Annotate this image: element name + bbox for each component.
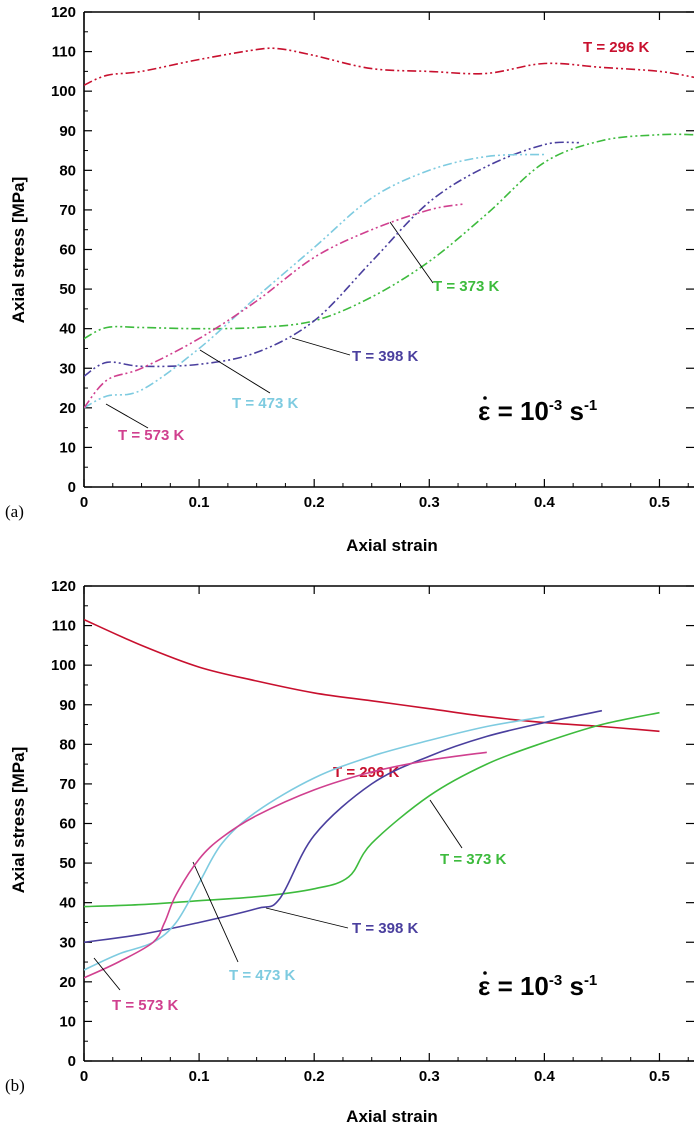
y-tick-label: 40: [59, 895, 76, 912]
series-label-296k: T = 296 K: [583, 39, 649, 56]
y-tick-label: 60: [59, 242, 76, 259]
series-label-473k: T = 473 K: [232, 395, 298, 412]
series-label-373k: T = 373 K: [440, 851, 506, 868]
y-axis-title: Axial stress [MPa]: [9, 747, 28, 893]
x-tick-label: 0.4: [534, 1068, 556, 1085]
strain-rate-unit-exp: -1: [584, 972, 597, 989]
x-tick-label: 0.1: [189, 1068, 210, 1085]
y-tick-label: 70: [59, 776, 76, 793]
y-tick-label: 110: [52, 44, 76, 61]
leader-line-398k: [265, 907, 349, 929]
series-line-296k: [84, 618, 660, 733]
series-label-398k: T = 398 K: [352, 348, 418, 365]
strain-rate-eq: = 10: [490, 396, 549, 426]
leader-line-373k: [389, 221, 434, 284]
y-axis-title: Axial stress [MPa]: [9, 177, 28, 323]
series-line-573k: [84, 203, 464, 409]
strain-rate-unit: s: [562, 396, 584, 426]
y-tick-label: 40: [59, 321, 76, 338]
leader-line-473k: [192, 861, 239, 963]
x-tick-label: 0.5: [649, 494, 670, 511]
series-label-373k: T = 373 K: [433, 278, 499, 295]
y-tick-label: 120: [51, 4, 76, 21]
x-tick-label: 0.3: [419, 1068, 440, 1085]
leader-line-473k: [199, 349, 271, 394]
strain-rate-eq: = 10: [490, 971, 549, 1001]
strain-rate-dot: [483, 396, 487, 400]
series-label-398k: T = 398 K: [352, 920, 418, 937]
series-line-573k: [84, 751, 487, 979]
strain-rate-dot: [483, 971, 487, 975]
y-tick-label: 80: [59, 736, 76, 753]
series-line-398k: [84, 709, 603, 944]
y-tick-label: 110: [52, 618, 76, 635]
y-tick-label: 30: [59, 360, 76, 377]
series-line-373k: [84, 133, 694, 340]
y-tick-label: 20: [59, 974, 76, 991]
leader-line-373k: [429, 799, 463, 849]
x-tick-label: 0.2: [304, 494, 325, 511]
y-tick-label: 100: [51, 657, 76, 674]
strain-rate-exp: -3: [549, 972, 562, 989]
y-tick-label: 20: [59, 400, 76, 417]
x-tick-label: 0: [80, 494, 88, 511]
y-tick-label: 70: [59, 202, 76, 219]
strain-rate-label: ε = 10-3 s-1: [478, 971, 597, 1001]
y-tick-label: 80: [59, 162, 76, 179]
series-line-398k: [84, 141, 579, 377]
x-tick-label: 0.5: [649, 1068, 670, 1085]
leader-line-398k: [291, 337, 351, 356]
strain-rate-exp: -3: [549, 397, 562, 414]
y-tick-label: 120: [51, 578, 76, 595]
y-tick-label: 30: [59, 934, 76, 951]
x-tick-label: 0.1: [189, 494, 210, 511]
chart-panel-a: 0 10 20 30 40 50 60 70 80 90 100 110 120 0 0.1 0.2 0.3 0.…: [5, 4, 694, 555]
x-axis-title: Axial strain: [346, 1107, 438, 1126]
x-tick-label: 0: [80, 1068, 88, 1085]
y-tick-label: 50: [59, 281, 76, 298]
y-tick-label: 90: [59, 697, 76, 714]
y-tick-label: 0: [68, 1053, 76, 1070]
strain-rate-symbol: ε: [478, 971, 490, 1001]
series-label-573k: T = 573 K: [112, 997, 178, 1014]
strain-rate-unit: s: [562, 971, 584, 1001]
y-tick-label: 10: [59, 1013, 76, 1030]
panel-label: (a): [5, 502, 24, 521]
series-line-473k: [84, 153, 545, 409]
y-tick-label: 10: [59, 439, 76, 456]
y-tick-label: 60: [59, 816, 76, 833]
x-tick-label: 0.3: [419, 494, 440, 511]
strain-rate-label: ε = 10-3 s-1: [478, 396, 597, 426]
leader-line-573k: [105, 403, 149, 429]
y-tick-label: 50: [59, 855, 76, 872]
series-label-573k: T = 573 K: [118, 427, 184, 444]
y-tick-label: 100: [51, 83, 76, 100]
y-tick-label: 0: [68, 479, 76, 496]
y-tick-label: 90: [59, 123, 76, 140]
panel-label: (b): [5, 1076, 25, 1095]
chart-panel-b: 0 10 20 30 40 50 60 70 80 90 100 110 120 0 0.1 0.2 0.3 0.…: [5, 578, 694, 1126]
strain-rate-symbol: ε: [478, 396, 490, 426]
x-tick-label: 0.4: [534, 494, 556, 511]
leader-line-573k: [93, 957, 121, 991]
x-axis-title: Axial strain: [346, 536, 438, 555]
strain-rate-unit-exp: -1: [584, 397, 597, 414]
series-label-473k: T = 473 K: [229, 967, 295, 984]
x-tick-label: 0.2: [304, 1068, 325, 1085]
series-line-373k: [84, 711, 660, 908]
